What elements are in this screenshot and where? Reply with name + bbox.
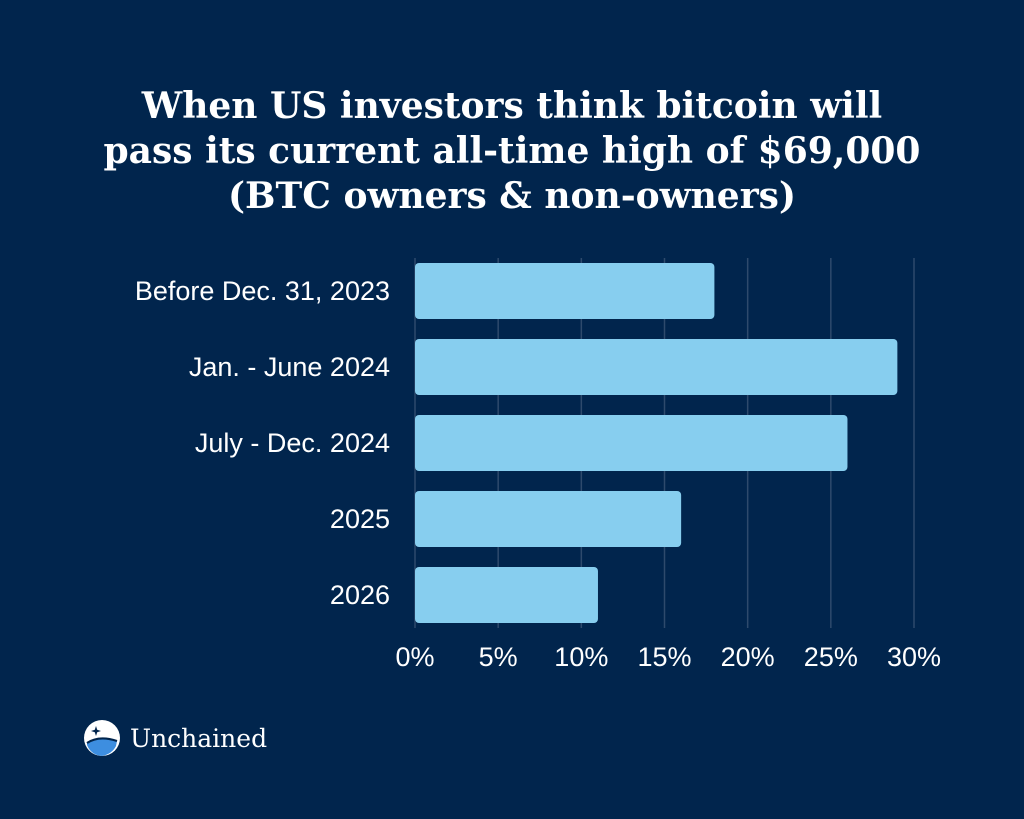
- x-tick-label: 10%: [554, 642, 608, 672]
- chart-title-line: (BTC owners & non-owners): [228, 175, 796, 217]
- chart-title-line: pass its current all-time high of $69,00…: [103, 130, 921, 172]
- x-tick-label: 30%: [887, 642, 941, 672]
- chart-title: When US investors think bitcoin will pas…: [62, 84, 962, 219]
- bar: [415, 339, 898, 395]
- x-tick-label: 15%: [637, 642, 691, 672]
- x-tick-label: 5%: [479, 642, 518, 672]
- category-label: 2025: [330, 504, 390, 534]
- chart-title-line: When US investors think bitcoin will: [141, 85, 883, 127]
- unchained-logo-icon: [84, 720, 120, 756]
- bar: [415, 567, 598, 623]
- bar: [415, 415, 848, 471]
- x-tick-label: 20%: [721, 642, 775, 672]
- brand-name: Unchained: [130, 723, 268, 753]
- category-label: Before Dec. 31, 2023: [135, 276, 390, 306]
- bar: [415, 491, 682, 547]
- category-label: Jan. - June 2024: [189, 352, 390, 382]
- bar-chart: Before Dec. 31, 2023 Jan. - June 2024 July…: [135, 258, 941, 672]
- category-label: July - Dec. 2024: [195, 428, 390, 458]
- category-label: 2026: [330, 580, 390, 610]
- x-tick-label: 25%: [804, 642, 858, 672]
- brand: Unchained: [82, 718, 267, 758]
- x-tick-label: 0%: [395, 642, 434, 672]
- bar: [415, 263, 715, 319]
